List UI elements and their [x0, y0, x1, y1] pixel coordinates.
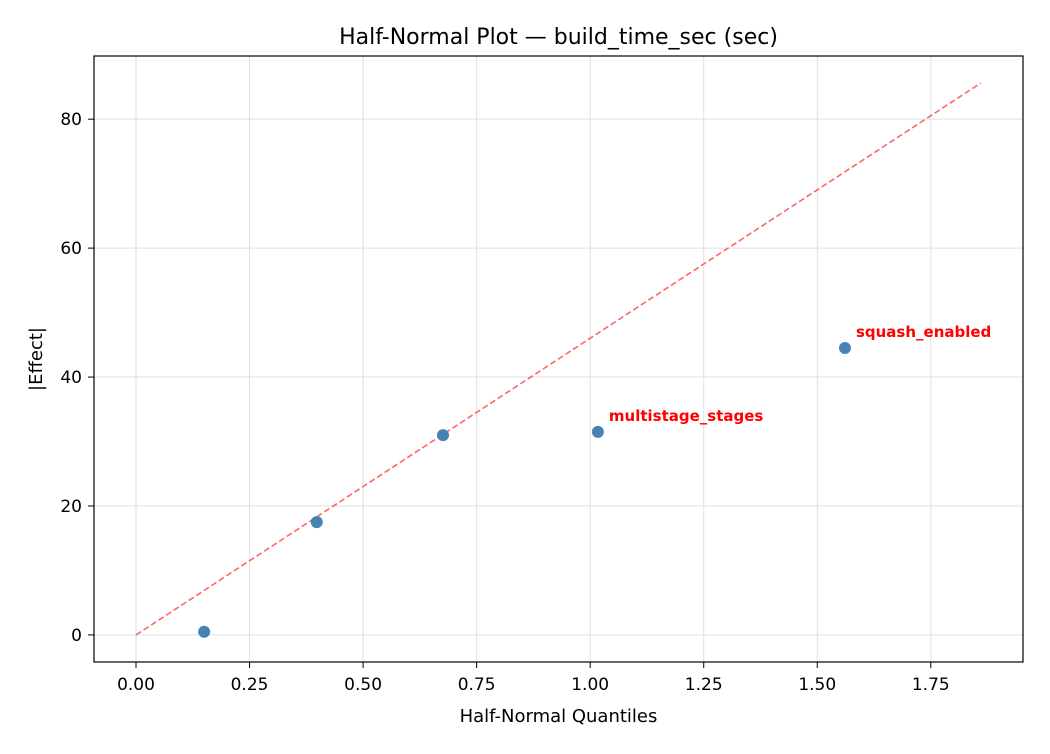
x-tick-label: 1.75 — [912, 675, 950, 695]
y-tick-label: 20 — [60, 497, 82, 517]
x-tick-label: 1.50 — [798, 675, 836, 695]
reference-line-group — [135, 82, 982, 636]
data-point — [591, 425, 604, 438]
point-labels: multistage_stages squash_enabled — [609, 323, 991, 425]
y-axis-label: |Effect| — [26, 327, 47, 391]
x-tick-label: 0.50 — [344, 675, 382, 695]
x-tick-label: 0.00 — [117, 675, 155, 695]
x-tick-label: 1.25 — [685, 675, 723, 695]
point-label: multistage_stages — [609, 407, 764, 425]
x-axis-ticks: 0.00 0.25 0.50 0.75 1.00 1.25 1.50 1.75 — [117, 662, 950, 695]
data-point — [838, 342, 851, 355]
y-tick-label: 80 — [60, 110, 82, 130]
grid — [94, 56, 1023, 662]
point-label: squash_enabled — [856, 323, 991, 341]
y-tick-label: 60 — [60, 239, 82, 259]
reference-line — [135, 82, 982, 636]
data-point — [310, 516, 323, 529]
plot-frame — [93, 55, 1024, 663]
y-tick-label: 40 — [60, 368, 82, 388]
x-tick-label: 0.25 — [231, 675, 269, 695]
data-point — [437, 429, 450, 442]
points-group — [198, 342, 851, 638]
x-axis-label: Half-Normal Quantiles — [460, 706, 658, 727]
data-point — [198, 625, 211, 638]
x-tick-label: 0.75 — [458, 675, 496, 695]
y-tick-label: 0 — [71, 626, 82, 646]
x-tick-label: 1.00 — [571, 675, 609, 695]
chart-title: Half-Normal Plot — build_time_sec (sec) — [339, 25, 778, 50]
y-axis-ticks: 0 20 40 60 80 — [60, 110, 94, 646]
